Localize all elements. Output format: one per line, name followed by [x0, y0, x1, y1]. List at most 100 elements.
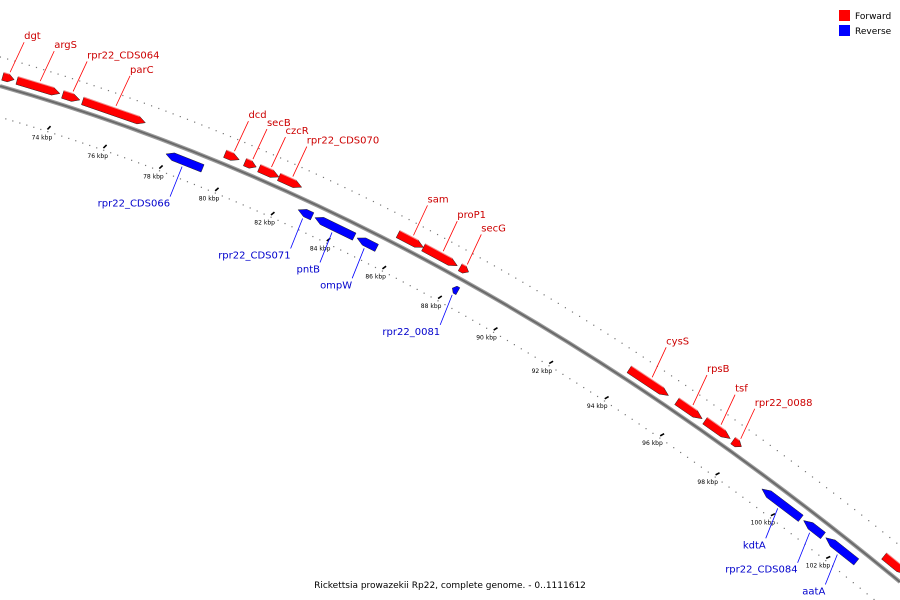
gene-arrow[interactable]	[61, 90, 81, 102]
guide-dot	[472, 253, 474, 255]
gene-dgt[interactable]: dgt	[1, 31, 41, 83]
guide-dot	[728, 486, 730, 488]
gene-label[interactable]: secB	[267, 118, 291, 129]
gene-label[interactable]: tsf	[735, 384, 748, 395]
guide-dot	[100, 87, 102, 89]
gene-arrow[interactable]	[356, 237, 379, 252]
gene-dcd[interactable]: dcd	[223, 110, 267, 161]
gene-label[interactable]: dgt	[24, 31, 41, 42]
gene-highlight	[83, 96, 140, 117]
gene-tsf[interactable]: tsf	[702, 384, 749, 439]
guide-dot	[229, 135, 232, 138]
guide-dot	[776, 449, 778, 452]
gene-cysS[interactable]: cysS	[626, 336, 689, 396]
gene-label[interactable]: rpr22_CDS066	[98, 199, 170, 210]
guide-dot	[298, 229, 300, 231]
gene-label[interactable]: proP1	[457, 210, 486, 221]
gene-unlabeled[interactable]	[881, 552, 900, 574]
tick-mark	[214, 187, 220, 192]
gene-rpr22_CDS070[interactable]: rpr22_CDS070	[277, 136, 379, 188]
gene-arrow[interactable]	[825, 537, 860, 566]
guide-dot	[408, 218, 410, 221]
gene-arrow[interactable]	[257, 164, 280, 178]
gene-pntB[interactable]: pntB	[297, 217, 357, 275]
gene-arrow[interactable]	[277, 172, 303, 188]
gene-highlight	[461, 263, 467, 267]
gene-czcR[interactable]: czcR	[257, 126, 309, 178]
guide-dot	[562, 373, 564, 375]
guide-dot	[600, 329, 602, 331]
gene-label[interactable]: rpr22_CDS071	[218, 250, 290, 261]
gene-label[interactable]: rpsB	[707, 364, 730, 375]
gene-label[interactable]: rpr22_0088	[755, 398, 813, 409]
gene-label[interactable]: rpr22_0081	[382, 327, 440, 338]
guide-dot	[721, 481, 723, 483]
gene-label[interactable]: kdtA	[743, 540, 766, 551]
gene-arrow[interactable]	[730, 437, 742, 448]
tick-mark	[825, 555, 831, 560]
gene-label[interactable]: cysS	[666, 336, 689, 347]
gene-label[interactable]: czcR	[285, 126, 308, 137]
gene-label[interactable]: sam	[427, 194, 448, 205]
gene-label[interactable]: secG	[481, 223, 506, 234]
guide-dot	[7, 58, 9, 60]
guide-dot	[756, 506, 758, 509]
gene-label[interactable]: rpr22_CDS084	[725, 565, 797, 576]
guide-dot	[720, 409, 722, 411]
scale-ticks: 74 kbp 76 kbp 78 kbp 80 kbp 82 kbp 84 kbp 86 k…	[32, 125, 831, 569]
gene-ompW[interactable]: ompW	[320, 237, 379, 291]
gene-parC[interactable]: parC	[81, 65, 154, 125]
gene-rpr22_0081[interactable]: rpr22_0081	[382, 285, 461, 338]
gene-aatA[interactable]: aatA	[802, 537, 860, 598]
guide-dot	[734, 419, 736, 421]
guide-dot	[340, 249, 342, 251]
guide-dot	[344, 186, 346, 189]
gene-arrow[interactable]	[297, 209, 315, 221]
gene-arrow[interactable]	[803, 520, 826, 540]
gene-arrow[interactable]	[452, 285, 461, 296]
gene-arrow[interactable]	[165, 152, 205, 173]
gene-arrow[interactable]	[314, 217, 357, 241]
guide-dot	[103, 149, 105, 151]
guide-dot	[492, 331, 495, 333]
gene-rpr22_CDS064[interactable]: rpr22_CDS064	[61, 50, 160, 102]
guide-dot	[19, 122, 21, 124]
gene-secB[interactable]: secB	[243, 118, 291, 169]
gene-label[interactable]: parC	[130, 65, 154, 76]
guide-dot	[194, 121, 196, 123]
gene-rpr22_0088[interactable]: rpr22_0088	[730, 398, 813, 448]
gene-argS[interactable]: argS	[15, 40, 77, 96]
guide-dot	[47, 131, 49, 133]
gene-label[interactable]: aatA	[802, 586, 825, 597]
gene-leader	[797, 532, 810, 563]
gene-rpr22_CDS066[interactable]: rpr22_CDS066	[98, 152, 205, 210]
guide-dot	[825, 559, 827, 562]
guide-dot	[534, 356, 536, 358]
gene-label[interactable]: argS	[54, 40, 77, 51]
gene-features: dgtargSrpr22_CDS064parCrpr22_CDS066dcdse…	[1, 31, 900, 598]
guide-dot	[472, 319, 474, 321]
gene-label[interactable]: rpr22_CDS070	[307, 136, 379, 147]
gene-sam[interactable]: sam	[395, 194, 449, 248]
gene-arrow[interactable]	[761, 488, 804, 522]
gene-label[interactable]: ompW	[320, 280, 352, 291]
gene-kdtA[interactable]: kdtA	[743, 488, 804, 551]
gene-arrow[interactable]	[457, 263, 469, 274]
guide-dot	[749, 501, 751, 503]
gene-label[interactable]: pntB	[297, 264, 321, 275]
gene-rpsB[interactable]: rpsB	[674, 364, 730, 420]
gene-rpr22_CDS071[interactable]: rpr22_CDS071	[218, 209, 315, 261]
gene-arrow[interactable]	[626, 365, 669, 396]
guide-dot	[889, 536, 891, 539]
tick-label: 94 kbp	[587, 403, 608, 410]
guide-dot	[244, 141, 246, 144]
gene-leader	[169, 166, 183, 197]
gene-rpr22_CDS084[interactable]: rpr22_CDS084	[725, 520, 826, 576]
gene-label[interactable]: dcd	[248, 110, 266, 121]
gene-secG[interactable]: secG	[457, 223, 506, 274]
guide-dot	[86, 82, 88, 84]
guide-dot	[372, 200, 375, 203]
gene-proP1[interactable]: proP1	[421, 210, 486, 267]
gene-label[interactable]: rpr22_CDS064	[87, 50, 159, 61]
guide-dot	[284, 222, 286, 225]
